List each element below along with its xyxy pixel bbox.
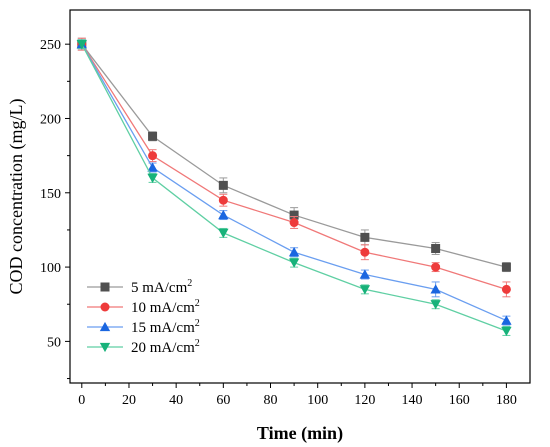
data-point <box>218 180 228 190</box>
x-tick-label: 160 <box>449 393 470 408</box>
x-tick-label: 40 <box>169 393 183 408</box>
x-tick-label: 120 <box>354 393 375 408</box>
y-tick-label: 50 <box>47 335 61 350</box>
legend-entry-1: 5 mA/cm2 <box>87 278 192 296</box>
data-point <box>431 262 441 272</box>
data-point <box>431 244 441 254</box>
data-point <box>359 269 371 279</box>
data-point <box>218 209 229 220</box>
x-tick-label: 100 <box>307 393 328 408</box>
series-4 <box>76 39 512 337</box>
data-point <box>288 247 300 257</box>
y-tick-label: 250 <box>40 38 61 53</box>
series-1 <box>77 37 511 273</box>
x-tick-label: 80 <box>264 393 278 408</box>
plot-frame <box>69 9 531 384</box>
y-tick-label: 100 <box>40 261 61 276</box>
data-point <box>360 247 370 257</box>
x-tick-label: 140 <box>402 393 423 408</box>
x-tick-label: 60 <box>216 393 230 408</box>
legend-entry-2: 10 mA/cm2 <box>87 298 200 316</box>
data-point <box>148 131 158 141</box>
legend-entry-3: 15 mA/cm2 <box>87 318 200 336</box>
data-point <box>147 162 158 172</box>
x-tick-label: 180 <box>496 393 517 408</box>
data-point <box>501 315 512 325</box>
data-point <box>430 300 441 310</box>
legend-marker <box>99 342 111 353</box>
data-point <box>218 228 229 239</box>
legend-label: 15 mA/cm2 <box>131 318 200 336</box>
legend-label: 5 mA/cm2 <box>131 278 192 296</box>
data-point <box>501 326 512 337</box>
data-point <box>289 210 299 220</box>
x-tick-label: 0 <box>78 393 85 408</box>
legend: 5 mA/cm2 10 mA/cm2 15 mA/cm2 20 mA/cm2 <box>87 278 200 356</box>
data-point <box>148 151 158 161</box>
data-point <box>76 40 87 50</box>
legend-entry-4: 20 mA/cm2 <box>87 338 200 356</box>
y-axis-title: COD concentration (mg/L) <box>6 99 27 295</box>
data-point <box>218 195 228 205</box>
axes: 0 20 40 60 80 100 120 140 160 180 50 100 150 200 250 <box>40 9 531 408</box>
legend-marker <box>100 282 110 292</box>
data-point <box>501 284 511 294</box>
y-tick-label: 200 <box>40 112 61 127</box>
data-point <box>430 284 441 294</box>
data-point <box>359 285 371 295</box>
data-point <box>147 173 158 184</box>
x-tick-label: 20 <box>122 393 136 408</box>
y-tick-label: 150 <box>40 187 61 202</box>
legend-marker <box>99 321 111 332</box>
plot-area <box>76 37 512 337</box>
legend-marker <box>100 302 110 312</box>
x-axis-title: Time (min) <box>257 423 343 444</box>
legend-label: 10 mA/cm2 <box>131 298 200 316</box>
data-point <box>289 218 299 228</box>
data-point <box>501 262 511 272</box>
data-point <box>288 258 300 268</box>
legend-label: 20 mA/cm2 <box>131 338 200 356</box>
data-point <box>360 232 370 242</box>
